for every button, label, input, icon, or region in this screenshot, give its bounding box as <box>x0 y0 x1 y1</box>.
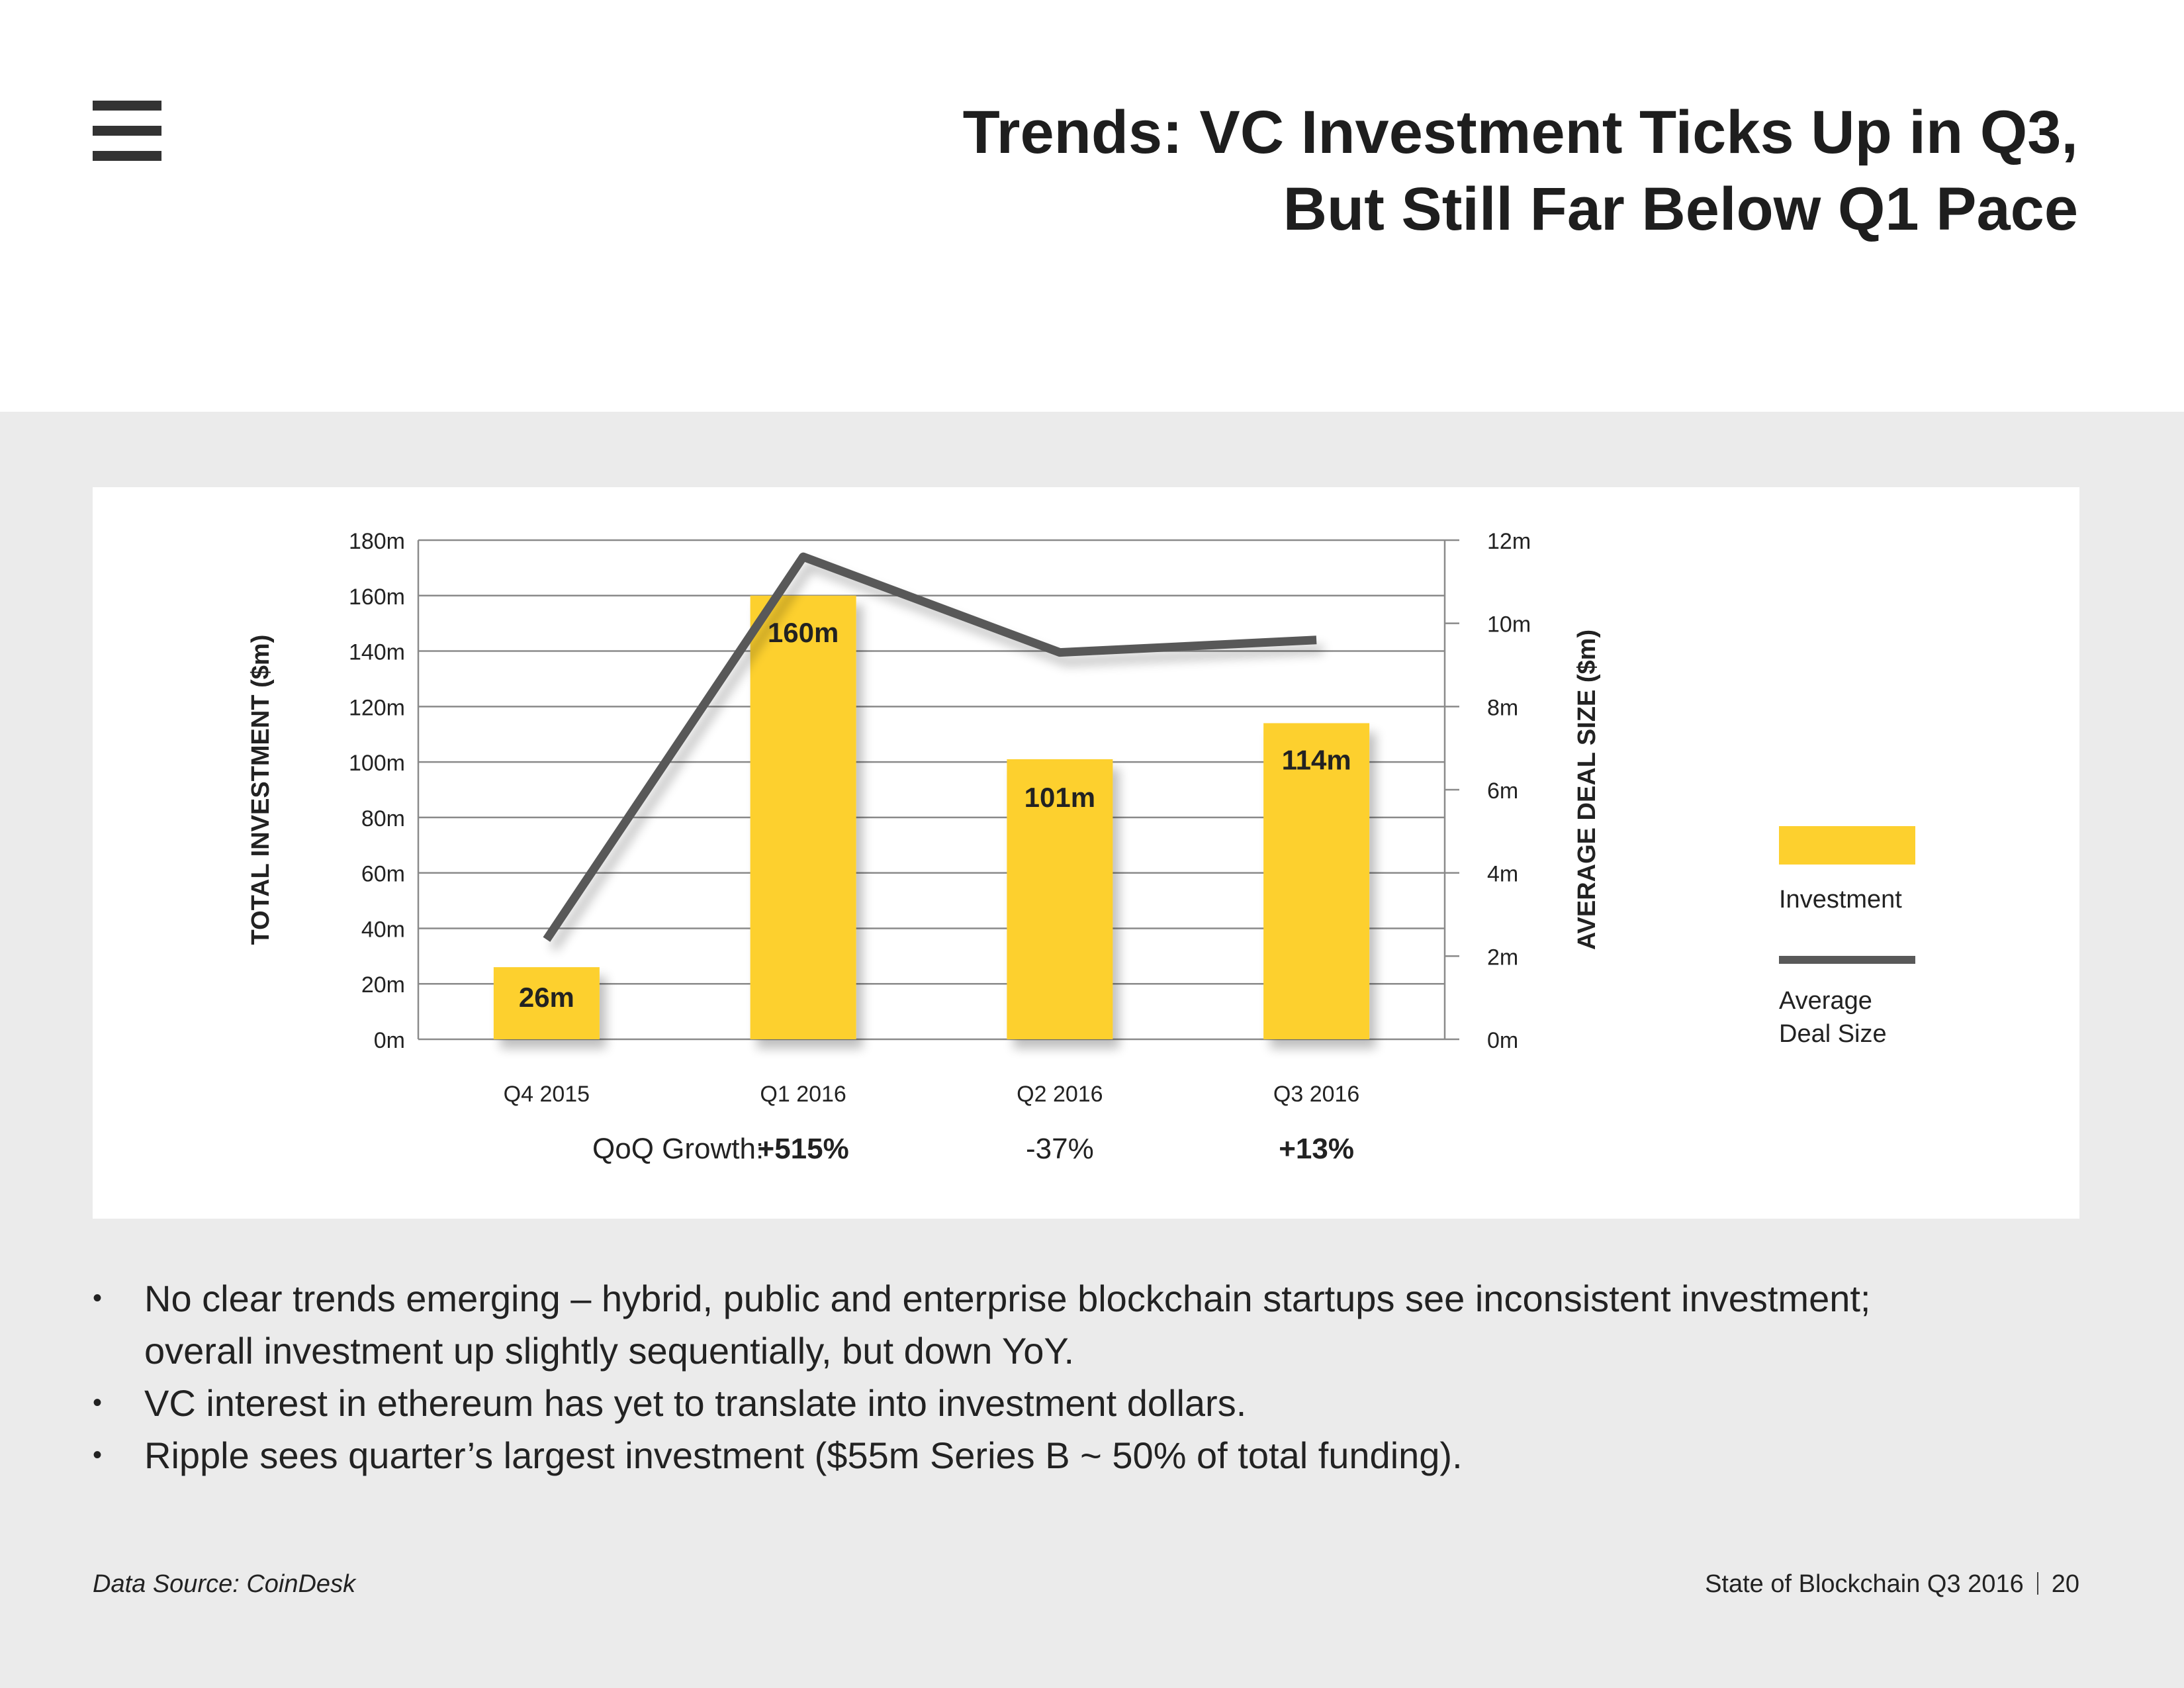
header-area: Trends: VC Investment Ticks Up in Q3, Bu… <box>0 0 2184 412</box>
right-axis-tick-label: 12m <box>1487 529 1531 554</box>
average-deal-size-line <box>543 552 1317 942</box>
page-number: 20 <box>2051 1570 2079 1598</box>
left-axis-tick-label: 60m <box>361 862 405 887</box>
bullet-dot: • <box>93 1388 103 1417</box>
right-axis-tick-label: 4m <box>1487 862 1518 887</box>
right-axis-tick-label: 8m <box>1487 695 1518 720</box>
investment-chart: 0m 20m 40m 60m 80m 100m 120m 140m 160m 180m 0m 2m 4m… <box>247 529 1915 1165</box>
category-label: Q4 2015 <box>504 1082 590 1107</box>
bullet-dot: • <box>93 1440 103 1470</box>
right-axis-tick-label: 10m <box>1487 612 1531 637</box>
legend-deal-size-label: Average <box>1779 987 1872 1015</box>
left-axis-tick-label: 100m <box>349 751 405 776</box>
bullet-text-continued: overall investment up slightly sequentia… <box>144 1330 1075 1372</box>
bar <box>1007 759 1113 1039</box>
right-axis-tick-label: 6m <box>1487 778 1518 804</box>
left-axis-tick-label: 120m <box>349 695 405 720</box>
bar <box>493 967 600 1039</box>
qoq-growth-value: -37% <box>1026 1133 1094 1165</box>
right-axis-tick-label: 2m <box>1487 945 1518 970</box>
legend-investment-swatch <box>1779 826 1915 865</box>
footer-document-title: State of Blockchain Q3 2016 <box>1705 1570 2024 1598</box>
legend-investment-label: Investment <box>1779 886 1902 914</box>
data-source: Data Source: CoinDesk <box>93 1570 356 1598</box>
bar <box>750 595 856 1039</box>
bar-data-label: 26m <box>519 982 574 1013</box>
qoq-growth-value: +515% <box>758 1133 849 1165</box>
left-axis-tick-label: 80m <box>361 806 405 831</box>
left-axis-tick-label: 140m <box>349 640 405 665</box>
title-line-1: Trends: VC Investment Ticks Up in Q3, <box>962 99 2078 166</box>
left-axis-title: TOTAL INVESTMENT ($m) <box>247 635 275 945</box>
left-axis-tick-label: 160m <box>349 585 405 610</box>
legend-deal-size-swatch <box>1779 956 1915 964</box>
bullet-text: No clear trends emerging – hybrid, publi… <box>144 1278 1871 1319</box>
bar <box>1263 723 1370 1039</box>
bullet-text: Ripple sees quarter’s largest investment… <box>144 1434 1463 1476</box>
legend-deal-size-label-line2: Deal Size <box>1779 1020 1887 1048</box>
right-axis-tick-label: 0m <box>1487 1028 1518 1053</box>
title-line-2: But Still Far Below Q1 Pace <box>1283 175 2078 243</box>
qoq-growth-label: QoQ Growth: <box>592 1133 764 1165</box>
page-title: Trends: VC Investment Ticks Up in Q3, Bu… <box>622 94 2078 248</box>
bullet-item: • Ripple sees quarter’s largest investme… <box>93 1429 2098 1481</box>
footer-separator <box>2036 1572 2038 1595</box>
qoq-growth-value: +13% <box>1279 1133 1354 1165</box>
bullet-list: • No clear trends emerging – hybrid, pub… <box>93 1272 2098 1481</box>
chart-card: 0m 20m 40m 60m 80m 100m 120m 140m 160m 180m 0m 2m 4m… <box>93 487 2079 1219</box>
bullet-dot: • <box>93 1284 103 1313</box>
bullet-item: • VC interest in ethereum has yet to tra… <box>93 1377 2098 1429</box>
left-axis-tick-label: 0m <box>374 1028 405 1053</box>
category-label: Q3 2016 <box>1273 1082 1359 1107</box>
bar-data-label: 101m <box>1024 782 1095 813</box>
category-label: Q2 2016 <box>1017 1082 1103 1107</box>
bullet-item: • No clear trends emerging – hybrid, pub… <box>93 1272 2098 1377</box>
right-axis-title: AVERAGE DEAL SIZE ($m) <box>1573 630 1601 950</box>
bar-data-label: 114m <box>1282 744 1351 775</box>
left-axis-tick-label: 180m <box>349 529 405 554</box>
category-label: Q1 2016 <box>760 1082 846 1107</box>
bar-data-label: 160m <box>768 617 839 648</box>
left-axis-tick-label: 20m <box>361 972 405 998</box>
hamburger-menu-icon[interactable] <box>93 101 161 162</box>
left-axis-tick-label: 40m <box>361 917 405 942</box>
footer: State of Blockchain Q3 2016 20 <box>1705 1570 2079 1599</box>
bullet-text: VC interest in ethereum has yet to trans… <box>144 1382 1247 1424</box>
